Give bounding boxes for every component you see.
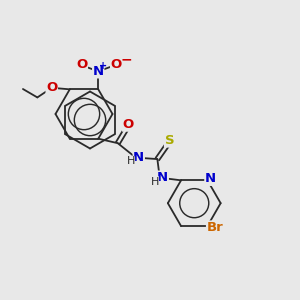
Text: −: −	[120, 52, 132, 66]
Text: H: H	[151, 177, 159, 187]
Text: O: O	[76, 58, 87, 71]
Text: Br: Br	[207, 221, 223, 234]
Text: O: O	[111, 58, 122, 71]
Text: N: N	[133, 151, 144, 164]
Text: O: O	[123, 118, 134, 131]
Text: S: S	[164, 134, 174, 147]
Text: +: +	[99, 61, 107, 71]
Text: N: N	[93, 65, 104, 78]
Text: H: H	[127, 157, 135, 166]
Text: O: O	[46, 81, 57, 94]
Text: N: N	[205, 172, 216, 185]
Text: N: N	[157, 171, 168, 184]
